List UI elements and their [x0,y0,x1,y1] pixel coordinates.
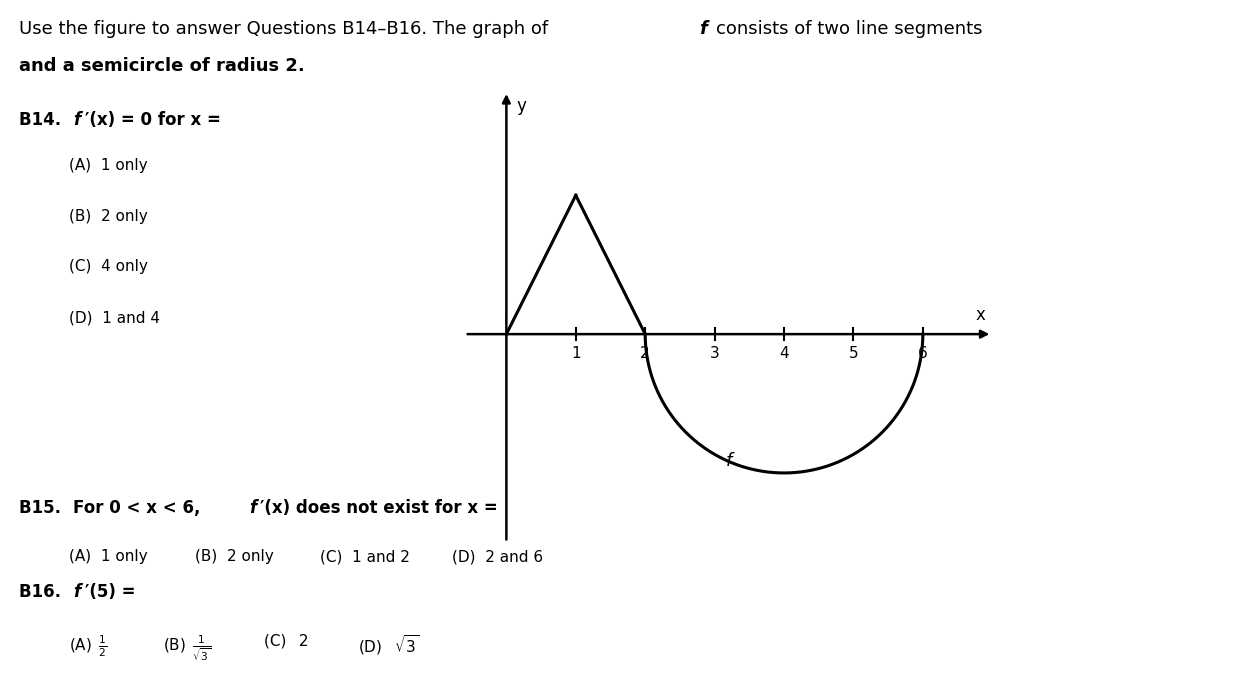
Text: Use the figure to answer Questions B14–B16. The graph of: Use the figure to answer Questions B14–B… [19,20,554,38]
Text: B14.: B14. [19,111,69,129]
Text: (B) $\frac{1}{\sqrt{3}}$: (B) $\frac{1}{\sqrt{3}}$ [163,634,211,663]
Text: x: x [976,306,985,324]
Text: (C)  4 only: (C) 4 only [69,259,148,274]
Text: ′(x) does not exist for x =: ′(x) does not exist for x = [260,499,497,517]
Text: (D)  2 and 6: (D) 2 and 6 [452,549,544,564]
Text: f: f [73,111,80,129]
Text: 6: 6 [918,346,928,361]
Text: (A)  1 only: (A) 1 only [69,549,148,564]
Text: 2: 2 [641,346,651,361]
Text: 5: 5 [849,346,858,361]
Text: (C)  2: (C) 2 [264,634,308,648]
Text: y: y [516,97,526,115]
Text: (B)  2 only: (B) 2 only [69,209,148,224]
Text: B16.: B16. [19,583,69,601]
Text: B15.: B15. [19,499,69,517]
Text: ′(x) = 0 for x =: ′(x) = 0 for x = [85,111,221,129]
Text: $f$: $f$ [725,452,736,470]
Text: consists of two line segments: consists of two line segments [716,20,982,38]
Text: For 0 < x < 6,: For 0 < x < 6, [73,499,208,517]
Text: (B)  2 only: (B) 2 only [195,549,274,564]
Text: 3: 3 [710,346,720,361]
Text: (C)  1 and 2: (C) 1 and 2 [320,549,411,564]
Text: (D)  1 and 4: (D) 1 and 4 [69,310,160,325]
Text: (D)  $\sqrt{3}$: (D) $\sqrt{3}$ [358,634,420,657]
Text: (A)  1 only: (A) 1 only [69,158,148,173]
Text: f: f [249,499,256,517]
Text: 1: 1 [571,346,580,361]
Text: f: f [700,20,707,38]
Text: ′(5) =: ′(5) = [85,583,136,601]
Text: 4: 4 [779,346,789,361]
Text: (A) $\frac{1}{2}$: (A) $\frac{1}{2}$ [69,634,108,659]
Text: f: f [73,583,80,601]
Text: and a semicircle of radius 2.: and a semicircle of radius 2. [19,57,305,75]
